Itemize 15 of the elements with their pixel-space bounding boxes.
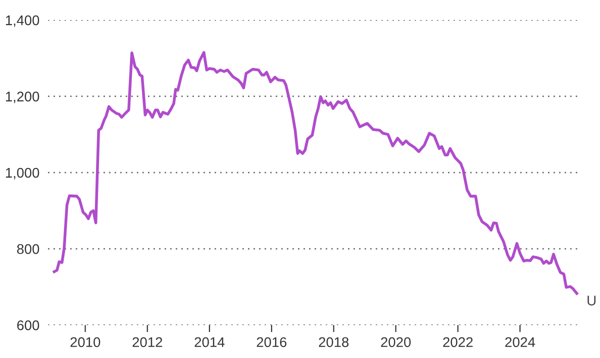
- y-tick-label: 1,200: [6, 92, 40, 104]
- x-tick-label: 2022: [443, 337, 473, 348]
- x-tick-label: 2012: [132, 337, 162, 348]
- x-tick-label: 2016: [256, 337, 286, 348]
- y-tick-label: 1,000: [6, 168, 40, 180]
- x-tick-label: 2018: [318, 337, 349, 348]
- y-tick-label: 1,400: [6, 15, 40, 27]
- annotation: U: [588, 296, 596, 306]
- x-tick-label: 2020: [381, 337, 411, 348]
- y-tick-label: 800: [17, 244, 40, 254]
- x-tick-label: 2024: [505, 337, 536, 348]
- x-tick-label: 2014: [194, 337, 225, 348]
- x-tick-label: 2010: [70, 337, 100, 348]
- line-series: [52, 51, 578, 295]
- y-tick-label: 600: [17, 320, 40, 330]
